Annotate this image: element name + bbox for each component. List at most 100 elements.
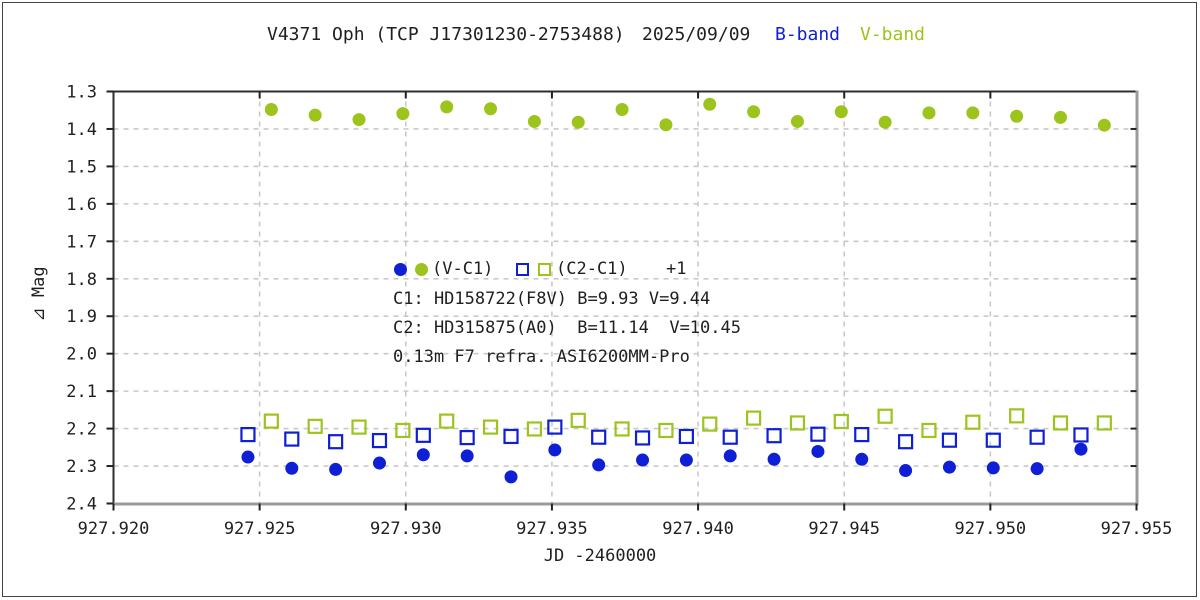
data-point-v-square: [1052, 415, 1069, 431]
legend-v-square-icon: [538, 263, 551, 276]
y-axis-title: ⊿ Mag: [29, 266, 49, 321]
data-point-b-circle: [811, 444, 825, 458]
data-point-b-circle: [767, 452, 781, 466]
data-point-b-square: [810, 426, 826, 442]
data-point-b-square: [503, 428, 519, 445]
legend-b-circle-icon: [394, 263, 407, 276]
data-point-b-square: [547, 419, 563, 435]
data-point-b-square: [284, 431, 300, 447]
y-tick-label: 2.0: [66, 345, 97, 365]
chart-date: 2025/09/09: [642, 24, 751, 45]
data-point-v-square: [877, 408, 893, 424]
y-tick-label: 1.9: [66, 307, 97, 327]
data-point-b-square: [1029, 429, 1045, 445]
data-point-b-square: [941, 432, 958, 448]
data-point-b-square: [897, 434, 914, 450]
data-point-v-circle: [1010, 109, 1024, 123]
data-point-b-circle: [285, 461, 299, 475]
data-point-b-circle: [241, 450, 255, 464]
x-tick-label: 927.955: [1101, 519, 1173, 539]
data-point-v-circle: [264, 102, 278, 116]
data-point-b-circle: [460, 449, 474, 463]
data-point-v-square: [263, 413, 279, 429]
legend-vc1-label: (V-C1): [432, 259, 494, 279]
y-tick-label: 1.5: [66, 157, 97, 177]
data-point-v-circle: [790, 114, 804, 128]
data-point-b-square: [328, 434, 344, 450]
data-point-b-circle: [548, 443, 562, 457]
data-point-b-circle: [504, 470, 518, 484]
x-tick-label: 927.925: [224, 519, 296, 539]
data-point-b-square: [415, 427, 431, 443]
data-point-b-circle: [679, 453, 693, 467]
data-point-v-square: [570, 412, 586, 428]
data-point-b-circle: [1030, 462, 1044, 476]
data-point-b-circle: [899, 464, 913, 478]
x-tick-label: 927.950: [955, 519, 1027, 539]
legend-v-circle-icon: [415, 263, 428, 276]
legend-offset-label: +1: [666, 259, 687, 279]
data-point-b-square: [854, 426, 870, 443]
data-point-v-square: [921, 422, 937, 439]
x-tick-label: 927.920: [78, 519, 150, 539]
legend-b-square-icon: [516, 263, 529, 276]
data-point-b-circle: [855, 452, 869, 466]
data-point-b-circle: [942, 460, 956, 474]
data-point-b-circle: [592, 458, 606, 472]
data-point-b-square: [678, 428, 694, 445]
data-point-b-circle: [416, 448, 430, 462]
data-point-v-square: [746, 410, 762, 426]
chart-title: V4371 Oph (TCP J17301230-2753488): [267, 24, 625, 45]
data-point-b-square: [634, 430, 651, 446]
data-point-v-square: [702, 416, 718, 432]
data-point-v-square: [1096, 415, 1112, 431]
data-point-b-square: [459, 429, 475, 446]
data-point-v-circle: [878, 115, 892, 129]
data-point-b-square: [722, 429, 738, 445]
data-point-b-circle: [329, 462, 343, 476]
data-point-v-square: [614, 421, 630, 437]
legend-c2c1-label: (C2-C1): [556, 259, 628, 279]
data-point-v-square: [658, 422, 674, 439]
data-point-v-circle: [966, 106, 980, 120]
y-tick-label: 2.1: [66, 382, 97, 402]
data-point-v-square: [307, 418, 323, 434]
b-band-label: B-band: [775, 24, 841, 45]
data-point-b-square: [985, 432, 1001, 448]
y-tick-label: 2.4: [66, 495, 97, 515]
data-point-b-square: [591, 429, 607, 445]
data-point-v-square: [526, 421, 542, 437]
comp-star-c2-line: C2: HD315875(A0) B=11.14 V=10.45: [393, 318, 741, 338]
data-point-v-circle: [703, 97, 717, 111]
data-point-v-circle: [834, 105, 848, 119]
data-point-v-circle: [615, 102, 629, 116]
comp-star-c1-line: C1: HD158722(F8V) B=9.93 V=9.44: [393, 289, 711, 309]
data-point-v-circle: [659, 118, 673, 132]
data-point-v-circle: [922, 106, 936, 120]
data-point-b-circle: [723, 449, 737, 463]
x-axis-title: JD -2460000: [544, 546, 657, 566]
data-point-b-circle: [986, 461, 1000, 475]
data-point-b-square: [371, 432, 388, 449]
data-point-v-circle: [308, 108, 322, 122]
data-point-v-square: [833, 413, 849, 430]
data-point-b-square: [1073, 427, 1089, 443]
data-point-v-circle: [571, 115, 585, 129]
data-point-v-square: [1009, 408, 1025, 424]
data-point-v-circle: [1054, 110, 1068, 124]
x-tick-label: 927.945: [808, 519, 880, 539]
x-tick-label: 927.940: [662, 519, 734, 539]
data-point-b-circle: [1074, 442, 1088, 456]
data-point-v-circle: [527, 114, 541, 128]
data-point-v-circle: [1097, 118, 1111, 132]
data-point-v-circle: [440, 100, 454, 114]
v-band-label: V-band: [860, 24, 926, 45]
data-point-b-square: [240, 426, 256, 443]
data-point-v-circle: [396, 107, 410, 121]
y-tick-label: 2.3: [66, 457, 97, 477]
y-tick-label: 1.8: [66, 270, 97, 290]
data-point-v-circle: [352, 113, 366, 127]
